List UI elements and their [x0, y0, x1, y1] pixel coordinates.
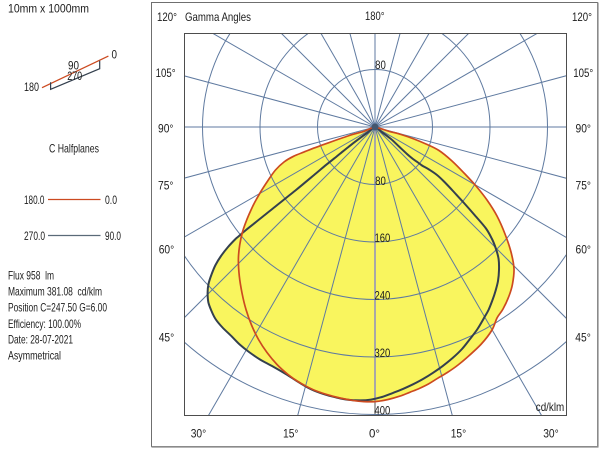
svg-text:90: 90 [68, 59, 79, 73]
svg-text:75°: 75° [158, 178, 174, 192]
svg-text:120°: 120° [572, 10, 592, 24]
svg-text:60°: 60° [159, 242, 175, 256]
svg-text:Efficiency: 100.00%: Efficiency: 100.00% [8, 317, 81, 331]
svg-text:160: 160 [375, 231, 391, 245]
svg-text:270: 270 [67, 69, 82, 83]
svg-text:C Halfplanes: C Halfplanes [49, 142, 99, 156]
svg-text:Flux 958 lm: Flux 958 lm [8, 269, 54, 283]
svg-text:15°: 15° [283, 427, 299, 441]
svg-text:120°: 120° [157, 10, 177, 24]
svg-text:45°: 45° [575, 330, 591, 344]
svg-text:0: 0 [112, 48, 118, 62]
svg-text:75°: 75° [576, 178, 592, 192]
svg-text:Gamma Angles: Gamma Angles [185, 10, 251, 24]
svg-text:180: 180 [24, 80, 39, 94]
svg-text:180°: 180° [365, 9, 385, 23]
svg-text:Maximum 381.08 cd/klm: Maximum 381.08 cd/klm [8, 285, 102, 299]
svg-text:80: 80 [375, 58, 386, 72]
svg-text:Asymmetrical: Asymmetrical [8, 349, 61, 363]
svg-text:Date: 28-07-2021: Date: 28-07-2021 [8, 333, 73, 347]
svg-text:10mm x 1000mm: 10mm x 1000mm [8, 2, 89, 16]
svg-text:90.0: 90.0 [105, 229, 121, 243]
svg-text:Position C=247.50 G=6.00: Position C=247.50 G=6.00 [8, 301, 107, 315]
svg-text:60°: 60° [576, 242, 592, 256]
svg-text:0.0: 0.0 [105, 193, 117, 207]
svg-text:320: 320 [375, 346, 391, 360]
svg-text:45°: 45° [159, 330, 175, 344]
svg-text:105°: 105° [573, 66, 593, 80]
svg-text:0°: 0° [369, 427, 380, 441]
svg-text:240: 240 [375, 289, 391, 303]
svg-text:105°: 105° [156, 66, 176, 80]
svg-text:15°: 15° [451, 427, 467, 441]
svg-text:90°: 90° [576, 122, 592, 136]
svg-text:30°: 30° [191, 427, 207, 441]
svg-text:80: 80 [375, 174, 386, 188]
svg-text:180.0: 180.0 [24, 193, 45, 207]
svg-text:400: 400 [375, 403, 391, 417]
svg-text:270.0: 270.0 [24, 229, 45, 243]
svg-text:cd/klm: cd/klm [536, 400, 564, 414]
svg-text:30°: 30° [543, 427, 559, 441]
svg-text:90°: 90° [158, 122, 174, 136]
